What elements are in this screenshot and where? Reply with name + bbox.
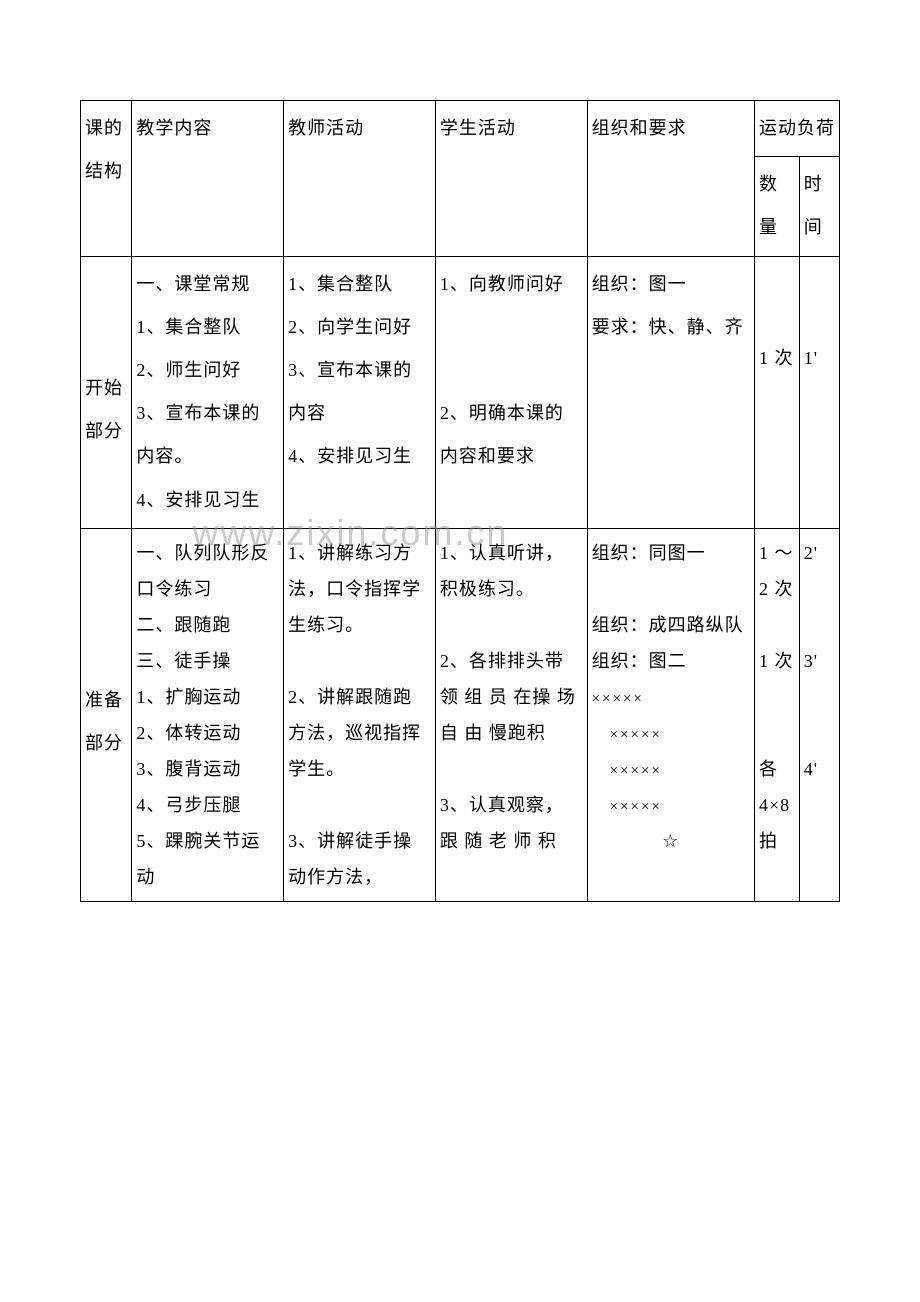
r1-structure: 开始部分 bbox=[81, 257, 131, 459]
r2-org: 组织：同图一 组织：成四路纵队 组织：图二 ××××× ××××× ××××× … bbox=[588, 529, 754, 865]
star-icon: ☆ bbox=[592, 823, 750, 859]
marks-row-4: ××××× bbox=[592, 799, 662, 815]
r2-teacher: 1、讲解练习方法，口令指挥学生练习。 2、讲解跟随跑方法，巡视指挥学生。 3、讲… bbox=[284, 529, 435, 901]
r1-teacher: 1、集合整队2、向学生问好3、宣布本课的内容4、安排见习生 bbox=[284, 257, 435, 485]
header-row: 课的结构 教学内容 教师活动 学生活动 组织和要求 运动负荷 bbox=[81, 101, 840, 157]
hdr-student: 学生活动 bbox=[436, 101, 587, 156]
r1-qty: 1 次 bbox=[755, 257, 799, 386]
marks-row-3: ××××× bbox=[592, 763, 662, 779]
r2-org-a: 组织：同图一 bbox=[592, 543, 706, 563]
hdr-teacher: 教师活动 bbox=[284, 101, 435, 156]
lesson-plan-table: 课的结构 教学内容 教师活动 学生活动 组织和要求 运动负荷 数量 时间 开始部… bbox=[80, 100, 840, 902]
r2-student: 1、认真听讲，积极练习。 2、各排排头带 领 组 员 在操 场 自 由 慢跑积 … bbox=[436, 529, 587, 865]
hdr-content: 教学内容 bbox=[132, 101, 283, 156]
hdr-time: 时间 bbox=[800, 157, 839, 255]
r2-org-b: 组织：成四路纵队 bbox=[592, 615, 744, 635]
r1-student: 1、向教师问好 2、明确本课的内容和要求 bbox=[436, 257, 587, 485]
row-prep: 准备部分 一、队列队形反口令练习二、跟随跑三、徒手操1、扩胸运动2、体转运动3、… bbox=[81, 528, 840, 901]
r2-structure: 准备部分 bbox=[81, 529, 131, 771]
r1-time: 1' bbox=[800, 257, 839, 386]
marks-row-2: ××××× bbox=[592, 727, 662, 743]
hdr-org: 组织和要求 bbox=[588, 101, 754, 156]
hdr-structure: 课的结构 bbox=[81, 101, 131, 199]
r2-time: 2' 3' 4' bbox=[800, 529, 839, 793]
r1-org: 组织：图一要求：快、静、齐 bbox=[588, 257, 754, 355]
row-start: 开始部分 一、课堂常规1、集合整队2、师生问好3、宣布本课的内容。4、安排见习生… bbox=[81, 256, 840, 528]
r2-content: 一、队列队形反口令练习二、跟随跑三、徒手操1、扩胸运动2、体转运动3、腹背运动4… bbox=[132, 529, 283, 901]
r2-qty: 1 ～2 次 1 次 各4×8拍 bbox=[755, 529, 799, 865]
r2-org-c: 组织：图二 bbox=[592, 651, 687, 671]
r1-content: 一、课堂常规1、集合整队2、师生问好3、宣布本课的内容。4、安排见习生 bbox=[132, 257, 283, 528]
hdr-qty: 数量 bbox=[755, 157, 799, 255]
hdr-load: 运动负荷 bbox=[755, 101, 839, 156]
marks-row-1: ××××× bbox=[592, 691, 644, 707]
